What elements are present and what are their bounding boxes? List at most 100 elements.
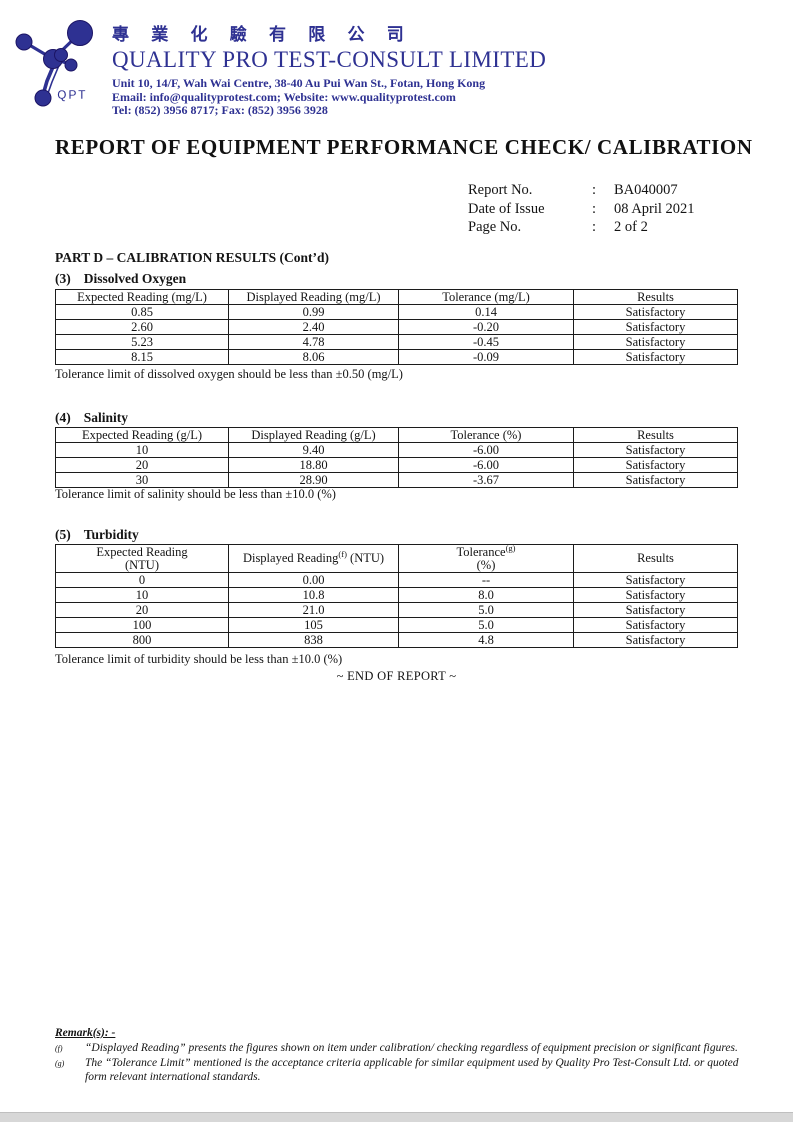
expected-reading-cell: 20 bbox=[55, 602, 229, 618]
expected-reading-cell: 0.85 bbox=[55, 304, 229, 320]
email-website-line: Email: info@qualityprotest.com; Website:… bbox=[112, 89, 456, 104]
date-of-issue-label: Date of Issue bbox=[468, 200, 545, 217]
date-of-issue-row: Date of Issue : 08 April 2021 bbox=[468, 200, 695, 219]
col-header-tolerance: Tolerance(g) (%) bbox=[398, 544, 574, 573]
displayed-reading-cell: 105 bbox=[228, 617, 399, 633]
displayed-reading-cell: 10.8 bbox=[228, 587, 399, 603]
page-no-row: Page No. : 2 of 2 bbox=[468, 218, 695, 237]
col-header-tolerance: Tolerance (mg/L) bbox=[398, 289, 574, 305]
results-cell: Satisfactory bbox=[573, 472, 738, 488]
table-row: 5.23 4.78 -0.45 Satisfactory bbox=[55, 334, 738, 350]
footnote-marker-f: (f) bbox=[338, 548, 347, 559]
report-no-row: Report No. : BA040007 bbox=[468, 181, 695, 200]
page-no-value: 2 of 2 bbox=[614, 219, 648, 235]
section-number: (5) bbox=[55, 527, 71, 542]
expected-reading-cell: 100 bbox=[55, 617, 229, 633]
page-no-label: Page No. bbox=[468, 219, 522, 235]
table-row: 0 0.00 -- Satisfactory bbox=[55, 572, 738, 588]
address-line: Unit 10, 14/F, Wah Wai Centre, 38-40 Au … bbox=[112, 76, 486, 90]
expected-reading-cell: 0 bbox=[55, 572, 229, 588]
tolerance-cell: -3.67 bbox=[398, 472, 574, 488]
table-row: 20 21.0 5.0 Satisfactory bbox=[55, 602, 738, 618]
footnote-marker-f: (f) bbox=[55, 1044, 63, 1053]
results-cell: Satisfactory bbox=[573, 334, 738, 350]
results-cell: Satisfactory bbox=[573, 632, 738, 648]
displayed-reading-cell: 2.40 bbox=[228, 319, 399, 335]
salinity-table: Expected Reading (g/L) Displayed Reading… bbox=[55, 427, 738, 488]
col-header-expected-reading: Expected Reading (mg/L) bbox=[55, 289, 229, 305]
results-cell: Satisfactory bbox=[573, 587, 738, 603]
displayed-reading-cell: 21.0 bbox=[228, 602, 399, 618]
remark-text: “Displayed Reading” presents the figures… bbox=[85, 1042, 738, 1054]
tolerance-cell: -0.45 bbox=[398, 334, 574, 350]
report-no-label: Report No. bbox=[468, 182, 533, 198]
displayed-reading-cell: 28.90 bbox=[228, 472, 399, 488]
tolerance-cell: -6.00 bbox=[398, 457, 574, 473]
expected-reading-cell: 800 bbox=[55, 632, 229, 648]
table-row: 2.60 2.40 -0.20 Satisfactory bbox=[55, 319, 738, 335]
table-row: 0.85 0.99 0.14 Satisfactory bbox=[55, 304, 738, 320]
tolerance-cell: 5.0 bbox=[398, 602, 574, 618]
results-cell: Satisfactory bbox=[573, 442, 738, 458]
displayed-reading-cell: 0.99 bbox=[228, 304, 399, 320]
letterhead: 專 業 化 驗 有 限 公 司 QUALITY PRO TEST-CONSULT… bbox=[112, 20, 546, 118]
expected-reading-cell: 10 bbox=[55, 587, 229, 603]
col-header-results: Results bbox=[573, 544, 738, 573]
table-header-row: Expected Reading (NTU) Displayed Reading… bbox=[55, 544, 738, 573]
remark-item-f: (f) “Displayed Reading” presents the fig… bbox=[55, 1041, 755, 1056]
tolerance-cell: 5.0 bbox=[398, 617, 574, 633]
section-title: Turbidity bbox=[83, 527, 139, 542]
section-dissolved-oxygen-heading: (3) Dissolved Oxygen bbox=[55, 271, 186, 287]
tolerance-cell: 4.8 bbox=[398, 632, 574, 648]
expected-reading-cell: 30 bbox=[55, 472, 229, 488]
expected-reading-cell: 8.15 bbox=[55, 349, 229, 365]
results-cell: Satisfactory bbox=[573, 572, 738, 588]
expected-reading-cell: 20 bbox=[55, 457, 229, 473]
report-no-value: BA040007 bbox=[614, 182, 678, 198]
table-row: 30 28.90 -3.67 Satisfactory bbox=[55, 472, 738, 488]
results-cell: Satisfactory bbox=[573, 617, 738, 633]
col-header-results: Results bbox=[573, 427, 738, 443]
qpt-molecule-logo: QPT bbox=[15, 20, 93, 107]
displayed-reading-cell: 8.06 bbox=[228, 349, 399, 365]
tolerance-cell: 8.0 bbox=[398, 587, 574, 603]
expected-reading-cell: 5.23 bbox=[55, 334, 229, 350]
displayed-reading-cell: 18.80 bbox=[228, 457, 399, 473]
remarks-heading: Remark(s): - bbox=[55, 1027, 116, 1039]
end-of-report-text: ~ END OF REPORT ~ bbox=[336, 669, 457, 683]
dissolved-oxygen-tolerance-note: Tolerance limit of dissolved oxygen shou… bbox=[55, 367, 403, 381]
dissolved-oxygen-table: Expected Reading (mg/L) Displayed Readin… bbox=[55, 289, 738, 365]
section-number: (4) bbox=[55, 410, 71, 425]
col-header-expected-reading: Expected Reading (NTU) bbox=[55, 544, 229, 573]
tel-fax-line: Tel: (852) 3956 8717; Fax: (852) 3956 39… bbox=[112, 103, 328, 117]
date-of-issue-value: 08 April 2021 bbox=[614, 200, 695, 217]
displayed-reading-cell: 4.78 bbox=[228, 334, 399, 350]
table-row: 8.15 8.06 -0.09 Satisfactory bbox=[55, 349, 738, 365]
displayed-reading-cell: 9.40 bbox=[228, 442, 399, 458]
separator: : bbox=[592, 200, 597, 217]
col-header-results: Results bbox=[573, 289, 738, 305]
turbidity-table: Expected Reading (NTU) Displayed Reading… bbox=[55, 544, 738, 648]
table-row: 20 18.80 -6.00 Satisfactory bbox=[55, 457, 738, 473]
col-header-tolerance: Tolerance (%) bbox=[398, 427, 574, 443]
section-salinity-heading: (4) Salinity bbox=[55, 410, 128, 426]
results-cell: Satisfactory bbox=[573, 349, 738, 365]
section-turbidity-heading: (5) Turbidity bbox=[55, 527, 139, 543]
section-number: (3) bbox=[55, 271, 71, 286]
separator: : bbox=[592, 219, 597, 235]
tolerance-cell: -0.09 bbox=[398, 349, 574, 365]
footnote-marker-g: (g) bbox=[55, 1059, 65, 1068]
col-header-displayed-reading: Displayed Reading (mg/L) bbox=[228, 289, 399, 305]
turbidity-tolerance-note: Tolerance limit of turbidity should be l… bbox=[55, 652, 343, 666]
salinity-tolerance-note: Tolerance limit of salinity should be le… bbox=[55, 487, 336, 501]
tolerance-cell: 0.14 bbox=[398, 304, 574, 320]
expected-reading-cell: 10 bbox=[55, 442, 229, 458]
remark-item-g: (g) The “Tolerance Limit” mentioned is t… bbox=[55, 1056, 755, 1084]
tolerance-cell: -- bbox=[398, 572, 574, 588]
section-title: Salinity bbox=[83, 410, 129, 425]
company-name-chinese: 專 業 化 驗 有 限 公 司 bbox=[112, 25, 413, 44]
table-row: 10 10.8 8.0 Satisfactory bbox=[55, 587, 738, 603]
footnote-marker-g: (g) bbox=[505, 544, 516, 553]
col-header-displayed-reading: Displayed Reading (g/L) bbox=[228, 427, 399, 443]
